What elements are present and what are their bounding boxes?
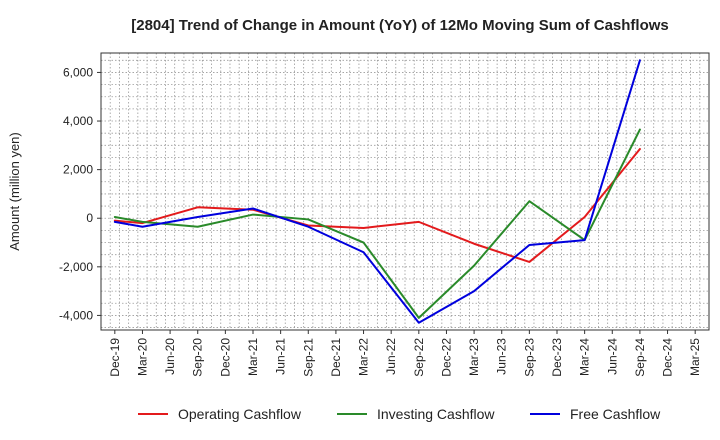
x-tick-label: Jun-23 [495, 338, 509, 375]
legend-label: Operating Cashflow [178, 406, 302, 422]
x-tick-label: Mar-24 [578, 338, 592, 376]
series-layer [113, 59, 641, 324]
gridlines [101, 53, 709, 330]
y-tick-label: 2,000 [63, 163, 93, 177]
x-tick-label: Sep-22 [412, 338, 426, 377]
y-tick-label: -2,000 [59, 260, 93, 274]
series-line-operating-cashflow [113, 147, 641, 263]
x-tick-label: Dec-20 [218, 338, 232, 377]
x-tick-label: Jun-20 [163, 338, 177, 375]
series-line-investing-cashflow [113, 128, 641, 319]
x-tick-label: Jun-21 [274, 338, 288, 375]
x-tick-label: Dec-19 [108, 338, 122, 377]
x-tick-label: Mar-21 [246, 338, 260, 376]
x-tick-label: Mar-23 [467, 338, 481, 376]
y-tick-label: -4,000 [59, 308, 93, 322]
series-line-free-cashflow [113, 59, 641, 324]
legend-label: Free Cashflow [570, 406, 661, 422]
x-tick-label: Sep-24 [633, 338, 647, 377]
axes: -4,000 -2,000 0 2,000 4,000 6,000 Dec-19 Mar-20… [59, 52, 710, 377]
y-axis-label: Amount (million yen) [7, 132, 22, 251]
x-tick-label: Mar-25 [688, 338, 702, 376]
x-tick-label: Sep-20 [191, 338, 205, 377]
x-tick-label: Mar-22 [357, 338, 371, 376]
x-tick-label: Sep-21 [301, 338, 315, 377]
x-tick-label: Jun-24 [605, 338, 619, 375]
y-tick-label: 4,000 [63, 114, 93, 128]
x-tick-label: Mar-20 [135, 338, 149, 376]
x-tick-label: Dec-21 [329, 338, 343, 377]
y-tick-label: 0 [86, 211, 93, 225]
y-tick-label: 6,000 [63, 65, 93, 79]
chart-title: [2804] Trend of Change in Amount (YoY) o… [131, 17, 669, 34]
legend: Operating Cashflow Investing Cashflow Free… [138, 406, 661, 422]
x-tick-label: Dec-22 [439, 338, 453, 377]
x-tick-label: Dec-23 [550, 338, 564, 377]
plot-frame [100, 52, 710, 331]
legend-label: Investing Cashflow [377, 406, 495, 422]
x-tick-label: Sep-23 [522, 338, 536, 377]
x-tick-label: Dec-24 [661, 338, 675, 377]
x-tick-label: Jun-22 [384, 338, 398, 375]
